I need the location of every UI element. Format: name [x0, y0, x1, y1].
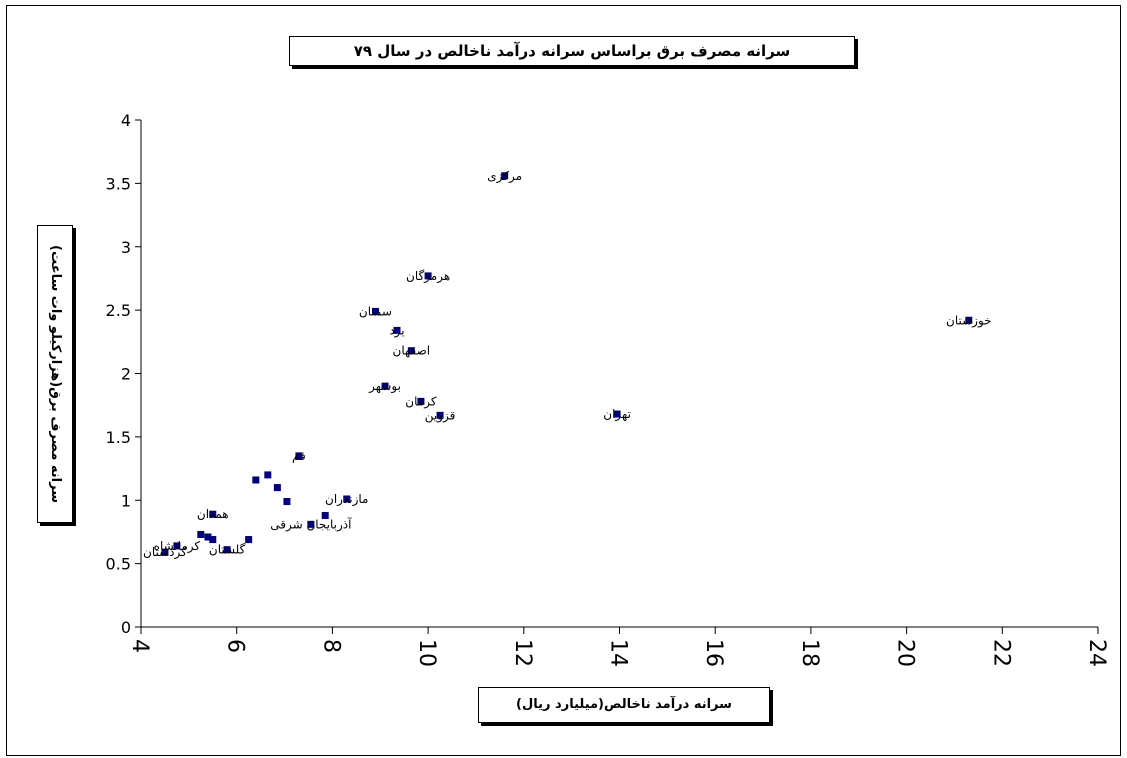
- point-label: بوشهر: [368, 379, 401, 394]
- axes: [140, 120, 1098, 628]
- point-label: آذربایجان شرقی: [270, 516, 352, 532]
- point-label: هرمزگان: [406, 269, 450, 284]
- point-label: تهران: [603, 407, 631, 422]
- data-point: [209, 536, 217, 544]
- point-label: گلستان: [209, 543, 246, 557]
- data-point: [161, 548, 169, 556]
- y-tick-label: 1.5: [106, 428, 131, 447]
- data-point: [371, 307, 379, 315]
- x-tick-label: 14: [606, 639, 631, 667]
- x-tick-label: 8: [318, 639, 343, 653]
- x-tick-label: 4: [127, 639, 152, 653]
- data-point: [343, 495, 351, 503]
- data-point: [321, 511, 329, 519]
- y-tick-label: 2.5: [106, 301, 131, 320]
- data-point: [965, 316, 973, 324]
- data-point: [273, 484, 281, 492]
- point-label: قم: [292, 449, 306, 463]
- data-point: [393, 326, 401, 334]
- data-point: [204, 533, 212, 541]
- point-label: مازندران: [325, 492, 368, 507]
- y-ticks: 0 0.5 1 1.5 2 2.5 3 3.5 4: [106, 111, 141, 637]
- y-tick-label: 3: [121, 238, 131, 257]
- x-ticks: 4 6 8 10 12 14 16 18 20 22 24: [127, 627, 1109, 667]
- data-points: [161, 172, 973, 556]
- x-axis-title: سرانه درآمد ناخالص(میلیارد ریال): [478, 687, 770, 723]
- data-point: [173, 542, 181, 550]
- y-axis-title-box: سرانه مصرف برق(هزارکیلو وات ساعت): [37, 225, 73, 523]
- y-tick-label: 4: [121, 111, 131, 130]
- point-label: کرمان: [405, 394, 437, 409]
- data-point: [252, 476, 260, 484]
- data-point: [209, 510, 217, 518]
- point-label: کردستان: [143, 545, 187, 560]
- data-point: [295, 452, 303, 460]
- point-label: قزوین: [425, 408, 456, 423]
- point-label: اصفهان: [393, 344, 431, 358]
- x-tick-label: 10: [414, 639, 439, 667]
- y-tick-label: 0.5: [106, 555, 131, 574]
- data-point: [381, 382, 389, 390]
- data-point: [264, 471, 272, 479]
- x-tick-label: 16: [701, 639, 726, 667]
- y-tick-label: 0: [121, 618, 131, 637]
- chart-area: [6, 5, 1121, 756]
- data-point: [307, 520, 315, 528]
- data-point: [283, 498, 291, 506]
- x-tick-label: 6: [223, 639, 248, 653]
- chart-title: سرانه مصرف برق براساس سرانه درآمد ناخالص…: [289, 36, 855, 66]
- x-tick-label: 24: [1084, 639, 1109, 667]
- data-point: [223, 546, 231, 554]
- point-label: یزد: [389, 323, 404, 338]
- data-point: [424, 272, 432, 280]
- data-point: [407, 347, 415, 355]
- data-point: [501, 172, 509, 180]
- point-label: همدان: [197, 507, 229, 521]
- point-label: مرکزی: [487, 169, 522, 184]
- x-tick-label: 12: [510, 639, 535, 667]
- data-point: [245, 536, 253, 544]
- data-point: [417, 397, 425, 405]
- x-tick-label: 20: [893, 639, 918, 667]
- data-point: [197, 530, 205, 538]
- data-point: [436, 411, 444, 419]
- x-tick-label: 22: [988, 639, 1013, 667]
- y-axis-title: سرانه مصرف برق(هزارکیلو وات ساعت): [48, 245, 63, 503]
- point-label: سمنان: [359, 304, 392, 318]
- point-label: کرمانشاه: [154, 539, 201, 554]
- y-tick-label: 3.5: [106, 174, 131, 193]
- x-tick-label: 18: [797, 639, 822, 667]
- point-label: خوزستان: [946, 313, 992, 328]
- data-point: [613, 410, 621, 418]
- y-tick-label: 1: [121, 491, 131, 510]
- y-tick-label: 2: [121, 365, 131, 384]
- point-labels: مرکزی خوزستان هرمزگان سمنان یزد اصفهان بوشهر کر…: [143, 169, 992, 560]
